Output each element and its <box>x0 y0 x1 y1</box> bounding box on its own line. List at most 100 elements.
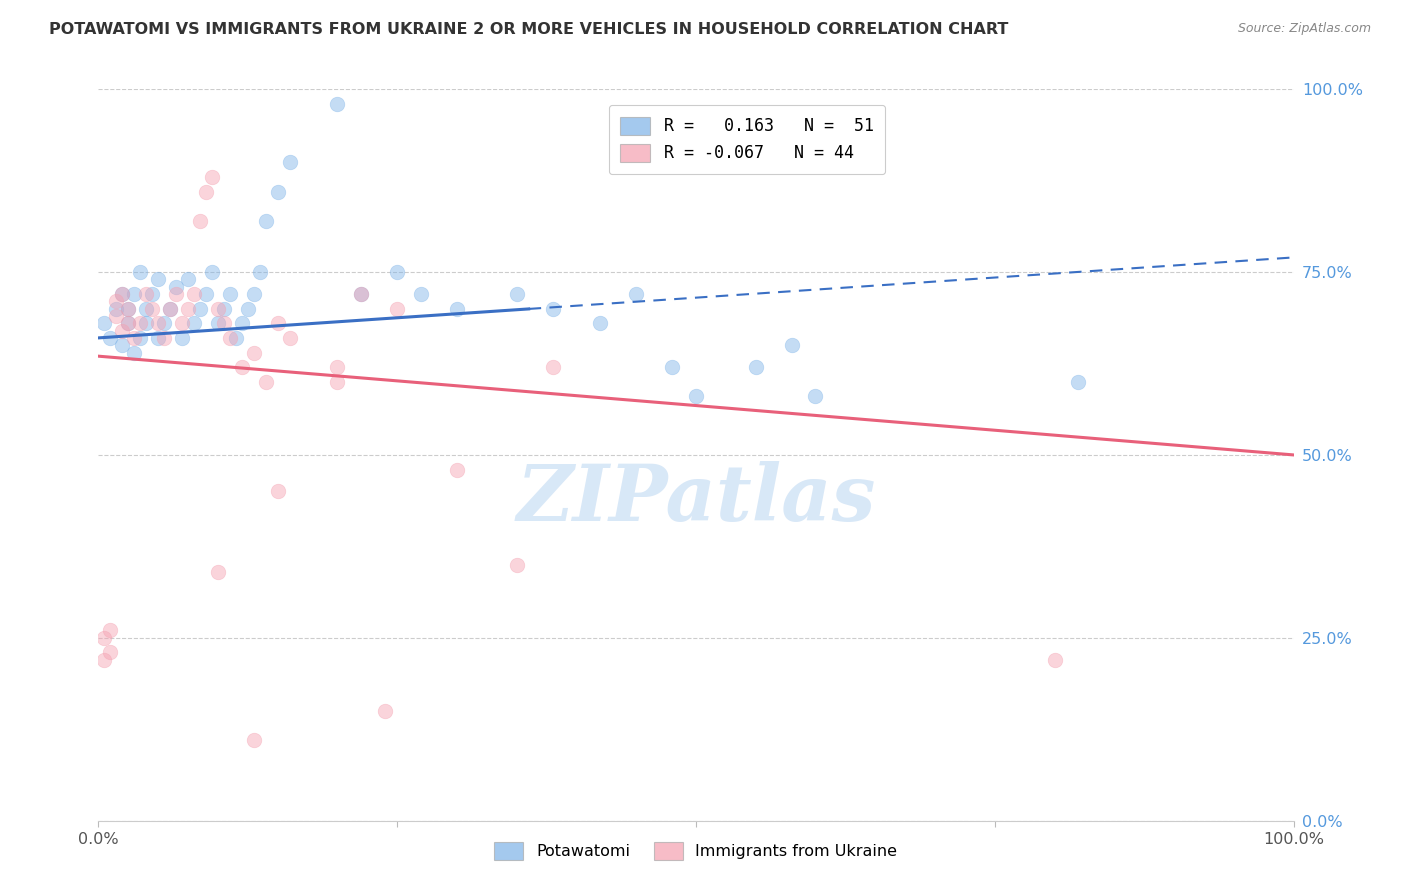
Point <box>183 316 205 330</box>
Point <box>267 185 290 199</box>
Point <box>111 338 134 352</box>
Y-axis label: 2 or more Vehicles in Household: 2 or more Vehicles in Household <box>0 331 7 579</box>
Point <box>661 360 683 375</box>
Point <box>541 301 564 316</box>
Point <box>541 360 564 375</box>
Point <box>243 345 266 359</box>
Point <box>212 316 235 330</box>
Point <box>326 360 349 375</box>
Point <box>207 565 229 579</box>
Point <box>385 301 409 316</box>
Point <box>685 389 707 403</box>
Point <box>93 631 115 645</box>
Point <box>183 287 205 301</box>
Point <box>117 301 139 316</box>
Point <box>129 316 152 330</box>
Point <box>278 155 301 169</box>
Point <box>506 287 529 301</box>
Point <box>446 462 468 476</box>
Point <box>267 316 290 330</box>
Point <box>165 279 187 293</box>
Point <box>135 301 157 316</box>
Point <box>159 301 181 316</box>
Point <box>385 265 409 279</box>
Point <box>219 331 242 345</box>
Point <box>212 301 235 316</box>
Point <box>188 301 211 316</box>
Text: Source: ZipAtlas.com: Source: ZipAtlas.com <box>1237 22 1371 36</box>
Point <box>141 301 163 316</box>
Point <box>249 265 271 279</box>
Point <box>231 360 253 375</box>
Point <box>124 345 146 359</box>
Point <box>207 316 229 330</box>
Point <box>93 316 115 330</box>
Point <box>98 624 122 638</box>
Point <box>506 558 529 572</box>
Point <box>780 338 803 352</box>
Point <box>207 301 229 316</box>
Point <box>141 287 163 301</box>
Point <box>326 375 349 389</box>
Point <box>172 316 194 330</box>
Point <box>98 331 122 345</box>
Point <box>446 301 468 316</box>
Point <box>278 331 301 345</box>
Point <box>254 214 277 228</box>
Point <box>153 316 176 330</box>
Point <box>350 287 373 301</box>
Point <box>153 331 176 345</box>
Point <box>231 316 253 330</box>
Point <box>1043 653 1066 667</box>
Text: ZIPatlas: ZIPatlas <box>516 460 876 537</box>
Point <box>117 316 139 330</box>
Point <box>135 316 157 330</box>
Point <box>225 331 247 345</box>
Text: POTAWATOMI VS IMMIGRANTS FROM UKRAINE 2 OR MORE VEHICLES IN HOUSEHOLD CORRELATIO: POTAWATOMI VS IMMIGRANTS FROM UKRAINE 2 … <box>49 22 1008 37</box>
Point <box>350 287 373 301</box>
Point <box>1067 375 1090 389</box>
Point <box>177 301 200 316</box>
Point <box>626 287 648 301</box>
Point <box>105 294 128 309</box>
Point <box>254 375 277 389</box>
Point <box>105 309 128 323</box>
Point <box>165 287 187 301</box>
Point <box>105 301 128 316</box>
Point <box>201 265 224 279</box>
Point <box>148 316 170 330</box>
Point <box>243 287 266 301</box>
Point <box>194 185 218 199</box>
Point <box>188 214 211 228</box>
Point <box>111 287 134 301</box>
Point <box>93 653 115 667</box>
Point <box>124 331 146 345</box>
Point <box>219 287 242 301</box>
Point <box>589 316 612 330</box>
Point <box>745 360 768 375</box>
Point <box>117 301 139 316</box>
Point <box>129 265 152 279</box>
Point <box>111 324 134 338</box>
Point <box>236 301 259 316</box>
Point <box>374 704 396 718</box>
Point <box>98 645 122 659</box>
Point <box>159 301 181 316</box>
Point <box>326 96 349 111</box>
Point <box>135 287 157 301</box>
Point <box>804 389 827 403</box>
Point <box>267 484 290 499</box>
Point <box>148 272 170 286</box>
Point <box>411 287 433 301</box>
Point <box>172 331 194 345</box>
Legend: Potawatomi, Immigrants from Ukraine: Potawatomi, Immigrants from Ukraine <box>486 834 905 868</box>
Point <box>124 287 146 301</box>
Point <box>111 287 134 301</box>
Point <box>243 733 266 747</box>
Point <box>177 272 200 286</box>
Point <box>129 331 152 345</box>
Point <box>194 287 218 301</box>
Point <box>148 331 170 345</box>
Point <box>201 169 224 184</box>
Point <box>117 316 139 330</box>
